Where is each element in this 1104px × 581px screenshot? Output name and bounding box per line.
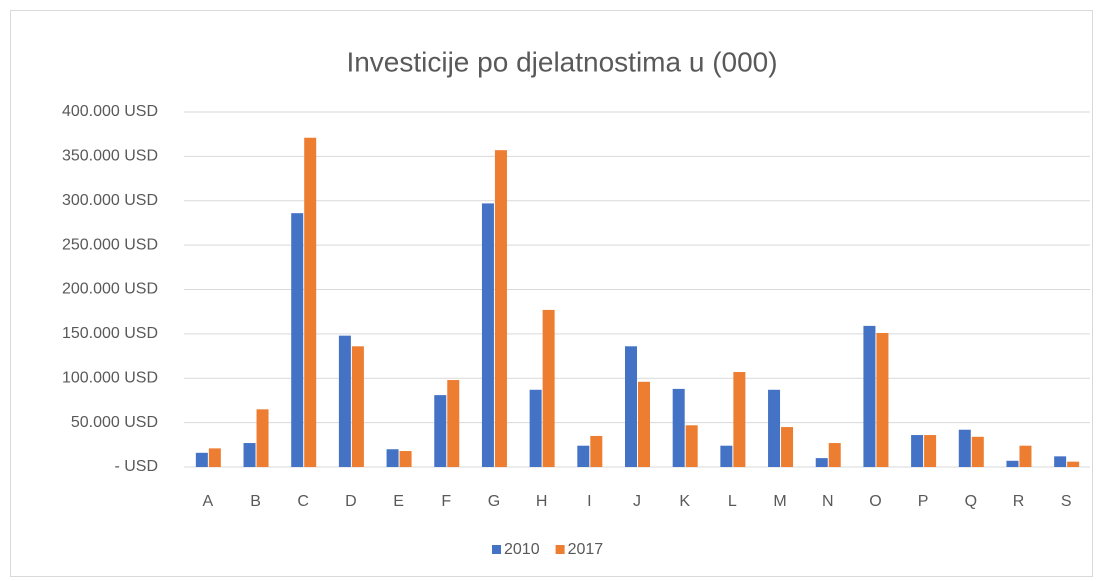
x-tick-label: B <box>250 493 261 510</box>
bar <box>768 389 781 467</box>
x-tick-label: J <box>633 493 641 510</box>
bar <box>529 389 542 467</box>
bar <box>876 332 889 467</box>
x-tick-label: M <box>773 493 786 510</box>
x-tick-label: C <box>297 493 309 510</box>
legend-label: 2010 <box>504 541 540 558</box>
legend-swatch <box>555 545 565 554</box>
bar <box>971 436 984 467</box>
bar <box>638 381 650 467</box>
x-tick-label: E <box>393 493 404 510</box>
y-tick-label: 300.000 USD <box>62 192 158 209</box>
y-tick-label: 250.000 USD <box>62 236 158 253</box>
bar <box>863 325 876 467</box>
bar <box>386 449 399 467</box>
bar <box>338 335 351 467</box>
bar <box>733 372 746 467</box>
bar <box>447 380 460 467</box>
x-tick-label: K <box>679 493 690 510</box>
bar <box>672 388 685 467</box>
legend-swatch <box>492 545 501 554</box>
bar <box>685 425 698 467</box>
x-tick-label: N <box>822 493 834 510</box>
x-tick-label: A <box>203 493 214 510</box>
x-tick-label: D <box>345 493 357 510</box>
bar <box>1019 445 1032 467</box>
bar <box>481 203 494 467</box>
bar <box>625 346 637 467</box>
bar <box>399 451 412 467</box>
bar <box>256 409 269 467</box>
bar <box>434 395 447 467</box>
x-tick-label: F <box>441 493 451 510</box>
x-tick-label: P <box>918 493 929 510</box>
bar <box>494 150 507 467</box>
bar <box>590 435 603 467</box>
y-tick-label: 200.000 USD <box>62 281 158 298</box>
x-tick-label: R <box>1013 493 1025 510</box>
y-tick-label: 100.000 USD <box>62 369 158 386</box>
bar <box>720 445 733 467</box>
bar <box>924 435 937 467</box>
y-tick-label: 50.000 USD <box>71 414 158 431</box>
bar <box>1006 460 1019 467</box>
bar <box>1054 456 1067 467</box>
bar <box>577 445 590 467</box>
legend-label: 2017 <box>568 541 604 558</box>
bar <box>911 435 924 467</box>
bar <box>828 443 841 467</box>
bar <box>291 213 304 467</box>
x-tick-label: S <box>1061 493 1072 510</box>
chart-title: Investicije po djelatnostima u (000) <box>346 46 777 77</box>
bar <box>542 309 555 467</box>
bar <box>304 137 317 468</box>
y-tick-label: 350.000 USD <box>62 148 158 165</box>
x-tick-label: L <box>728 493 737 510</box>
x-tick-label: I <box>587 493 591 510</box>
bar <box>195 452 208 467</box>
bar <box>351 346 364 467</box>
bar <box>781 427 794 467</box>
y-tick-label: 150.000 USD <box>62 325 158 342</box>
x-tick-label: Q <box>965 493 977 510</box>
bar <box>208 448 221 467</box>
x-tick-label: H <box>536 493 548 510</box>
bar <box>958 429 971 467</box>
bar <box>1067 461 1080 467</box>
y-tick-label: - USD <box>114 458 158 475</box>
y-tick-label: 400.000 USD <box>62 103 158 120</box>
x-tick-label: O <box>869 493 881 510</box>
bar <box>815 458 828 467</box>
bar <box>243 443 256 467</box>
x-tick-label: G <box>488 493 500 510</box>
chart-border <box>10 10 1093 577</box>
